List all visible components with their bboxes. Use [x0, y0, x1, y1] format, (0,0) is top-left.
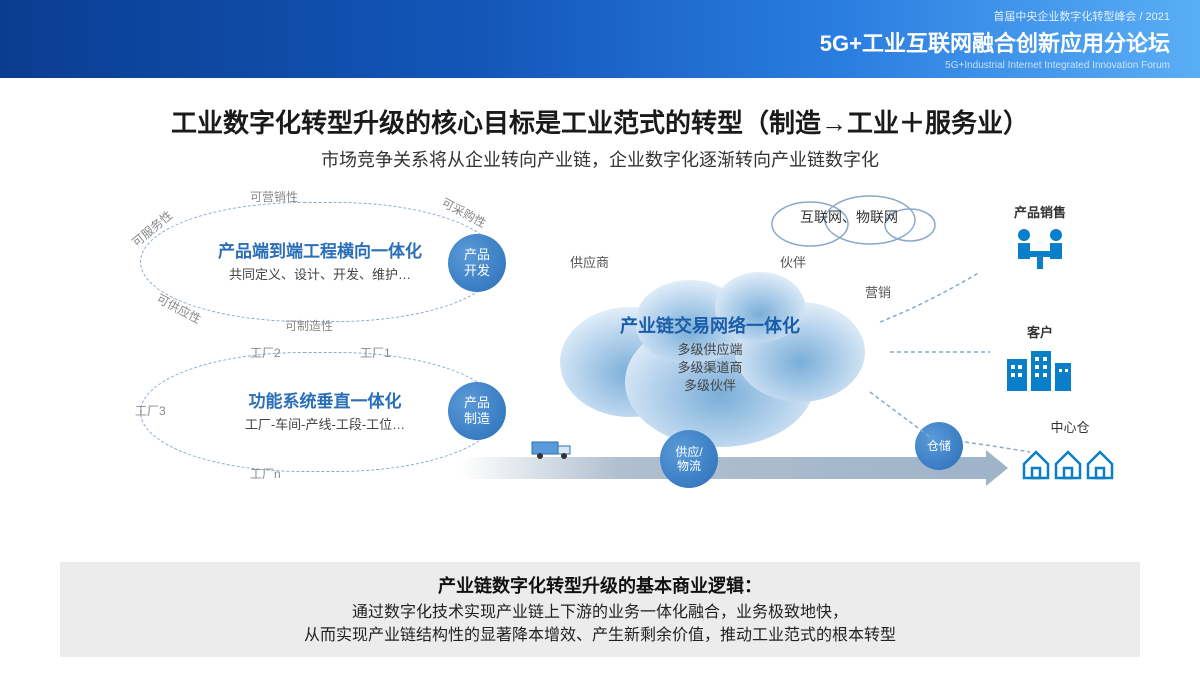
- tag-factoryn: 工厂n: [250, 465, 281, 482]
- slide-header: 首届中央企业数字化转型峰会 / 2021 5G+工业互联网融合创新应用分论坛 5…: [0, 0, 1200, 78]
- label-supplier: 供应商: [570, 252, 609, 271]
- circle-supply-logistics: 供应/ 物流: [660, 430, 718, 488]
- icon-product-sales: 产品销售: [990, 202, 1090, 273]
- flow-arrow: [460, 457, 990, 479]
- footer-summary-box: 产业链数字化转型升级的基本商业逻辑： 通过数字化技术实现产业链上下游的业务一体化…: [60, 562, 1140, 657]
- header-subtitle: 5G+Industrial Internet Integrated Innova…: [945, 60, 1170, 71]
- label-horizontal-integration: 产品端到端工程横向一体化 共同定义、设计、开发、维护…: [180, 237, 460, 283]
- header-supertitle: 首届中央企业数字化转型峰会 / 2021: [993, 8, 1170, 24]
- tag-factory1: 工厂1: [360, 344, 391, 361]
- header-title: 5G+工业互联网融合创新应用分论坛: [820, 26, 1170, 58]
- cloud-center-label: 产业链交易网络一体化 多级供应端 多级渠道商 多级伙伴: [540, 312, 880, 396]
- circle-product-mfg: 产品 制造: [448, 382, 506, 440]
- meeting-icon: [1010, 225, 1070, 273]
- icon-warehouse: 中心仓: [1015, 417, 1125, 482]
- footer-body: 通过数字化技术实现产业链上下游的业务一体化融合，业务极致地快， 从而实现产业链结…: [304, 602, 896, 647]
- tag-manufacturability: 可制造性: [285, 317, 333, 334]
- slide-body: 工业数字化转型升级的核心目标是工业范式的转型（制造→工业＋服务业） 市场竞争关系…: [0, 78, 1200, 675]
- tag-marketability: 可营销性: [250, 188, 298, 205]
- label-marketing: 营销: [865, 282, 891, 301]
- page-title: 工业数字化转型升级的核心目标是工业范式的转型（制造→工业＋服务业）: [60, 103, 1140, 140]
- buildings-icon: [1005, 345, 1075, 393]
- houses-icon: [1020, 440, 1120, 482]
- label-partner: 伙伴: [780, 252, 806, 271]
- page-subtitle: 市场竞争关系将从企业转向产业链，企业数字化逐渐转向产业链数字化: [60, 146, 1140, 172]
- label-internet-iot: 互联网、物联网: [800, 207, 898, 227]
- label-vertical-integration: 功能系统垂直一体化 工厂-车间-产线-工段-工位…: [205, 387, 445, 433]
- footer-heading: 产业链数字化转型升级的基本商业逻辑：: [438, 572, 762, 598]
- circle-product-dev: 产品 开发: [448, 234, 506, 292]
- tag-factory3: 工厂3: [135, 402, 166, 419]
- diagram-area: 产品端到端工程横向一体化 共同定义、设计、开发、维护… 可服务性 可营销性 可采…: [60, 182, 1140, 502]
- tag-factory2: 工厂2: [250, 344, 281, 361]
- icon-customer: 客户: [990, 322, 1090, 393]
- circle-storage: 仓储: [915, 422, 963, 470]
